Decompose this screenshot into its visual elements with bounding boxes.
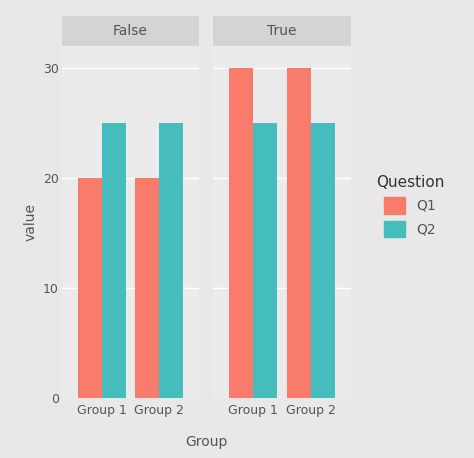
Y-axis label: value: value <box>23 203 37 241</box>
Text: True: True <box>267 24 297 38</box>
Bar <box>135 178 159 398</box>
Text: False: False <box>113 24 148 38</box>
Bar <box>254 123 277 398</box>
Text: Group: Group <box>185 435 228 449</box>
Bar <box>102 123 126 398</box>
Bar <box>287 68 310 398</box>
Legend: Q1, Q2: Q1, Q2 <box>365 164 456 249</box>
Bar <box>229 68 254 398</box>
Bar <box>310 123 335 398</box>
Bar <box>159 123 183 398</box>
Bar <box>78 178 102 398</box>
